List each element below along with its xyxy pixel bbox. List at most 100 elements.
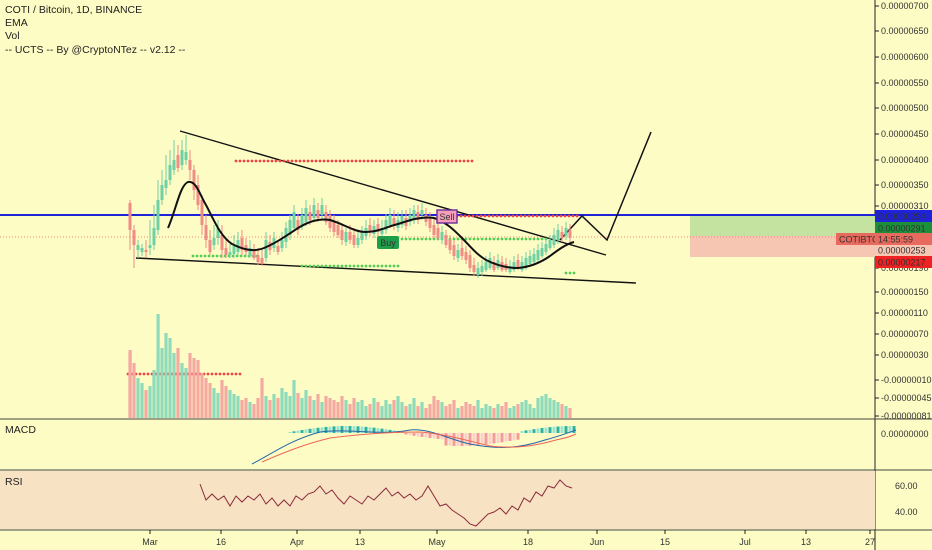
resistance-dots	[334, 159, 338, 163]
macd-histogram-bar	[320, 427, 324, 433]
price-tick-label: 0.00000700	[881, 1, 929, 11]
candle-body	[204, 225, 208, 240]
macd-histogram-bar	[436, 433, 440, 439]
rsi-tick-label: 40.00	[895, 507, 918, 517]
volume-bar	[412, 398, 416, 418]
lower-trendline	[135, 257, 637, 284]
resistance-dots	[322, 159, 326, 163]
resistance-dots	[479, 214, 483, 218]
support-dots	[492, 237, 496, 241]
time-tick-label: May	[428, 537, 446, 547]
candle-body	[536, 250, 540, 260]
support-dots	[480, 237, 484, 241]
macd-histogram-bar	[444, 433, 448, 446]
volume-bar	[420, 402, 424, 418]
buy-signal-label: Buy	[380, 238, 396, 248]
macd-histogram-bar	[524, 430, 528, 433]
price-badge-pink: 0.00000253	[875, 244, 932, 256]
resistance-dots	[519, 214, 523, 218]
macd-histogram-bar	[304, 429, 308, 433]
candle-body	[136, 245, 140, 250]
macd-histogram-bar	[296, 430, 300, 433]
indicator-ucts[interactable]: -- UCTS -- By @CryptoNTez -- v2.12 --	[5, 43, 186, 56]
support-dots	[320, 264, 324, 268]
candle-body	[292, 212, 296, 228]
symbol-title[interactable]: COTI / Bitcoin, 1D, BINANCE	[5, 4, 143, 16]
support-dots	[572, 271, 576, 275]
candle-body	[488, 258, 492, 268]
candle-body	[436, 228, 440, 238]
indicator-vol[interactable]: Vol	[5, 30, 20, 43]
resistance-dots	[571, 214, 575, 218]
candle-body	[332, 222, 336, 232]
price-tick-label: 0.00000600	[881, 52, 929, 62]
volume-bar	[320, 402, 324, 418]
resistance-dots	[258, 159, 262, 163]
volume-bar	[468, 404, 472, 418]
resistance-dots	[467, 214, 471, 218]
resistance-dots	[446, 159, 450, 163]
support-dots	[532, 237, 536, 241]
resistance-dots	[402, 159, 406, 163]
macd-histogram-bar	[536, 428, 540, 433]
volume-bar	[504, 402, 508, 418]
candle-body	[444, 235, 448, 245]
macd-histogram-bar	[520, 431, 524, 433]
support-dots	[540, 237, 544, 241]
price-tick-label: -0.00000010	[881, 375, 932, 385]
candle-body	[428, 218, 432, 228]
candle-body	[304, 208, 308, 222]
price-tick-label: -0.00000081	[881, 411, 932, 421]
volume-bar	[348, 404, 352, 418]
indicator-ema[interactable]: EMA	[5, 17, 28, 30]
resistance-dots	[282, 159, 286, 163]
rsi-pane-label[interactable]: RSI	[5, 476, 23, 488]
candle-body	[188, 160, 192, 170]
volume-bar	[568, 408, 572, 418]
volume-dots	[238, 372, 242, 376]
macd-histogram-bar	[332, 426, 336, 433]
candle-body	[232, 246, 236, 254]
volume-dots	[214, 372, 218, 376]
volume-bar	[372, 398, 376, 418]
support-dots	[456, 237, 460, 241]
resistance-dots	[442, 159, 446, 163]
time-tick-label: 18	[523, 537, 533, 547]
macd-histogram-bar	[300, 430, 304, 433]
resistance-dots	[410, 159, 414, 163]
candle-body	[228, 252, 232, 255]
resistance-dots	[511, 214, 515, 218]
support-dots	[500, 237, 504, 241]
volume-bar	[172, 353, 176, 418]
macd-pane-label[interactable]: MACD	[5, 424, 36, 436]
candle-body	[164, 180, 168, 188]
resistance-dots	[567, 214, 571, 218]
candle-body	[544, 244, 548, 252]
candle-body	[512, 262, 516, 270]
volume-bar	[512, 406, 516, 418]
volume-bar	[524, 400, 528, 418]
support-dots	[520, 237, 524, 241]
chart-legend: COTI / Bitcoin, 1D, BINANCE EMA Vol -- U…	[5, 4, 185, 57]
volume-bar	[164, 333, 168, 418]
volume-bar	[180, 363, 184, 418]
volume-dots	[206, 372, 210, 376]
volume-bar	[520, 402, 524, 418]
price-tick-label: 0.00000310	[881, 201, 929, 211]
macd-histogram-bar	[376, 428, 380, 433]
support-dots	[195, 254, 199, 258]
macd-histogram-bar	[336, 426, 340, 433]
volume-bar	[196, 360, 200, 418]
resistance-dots	[543, 214, 547, 218]
resistance-dots	[426, 159, 430, 163]
volume-bar	[220, 380, 224, 418]
macd-histogram-bar	[512, 433, 516, 441]
candle-body	[348, 232, 352, 240]
candle-body	[368, 225, 372, 232]
candle-body	[148, 245, 152, 248]
volume-bar	[564, 406, 568, 418]
price-tick-label: 0.00000150	[881, 287, 929, 297]
candle-body	[540, 248, 544, 256]
